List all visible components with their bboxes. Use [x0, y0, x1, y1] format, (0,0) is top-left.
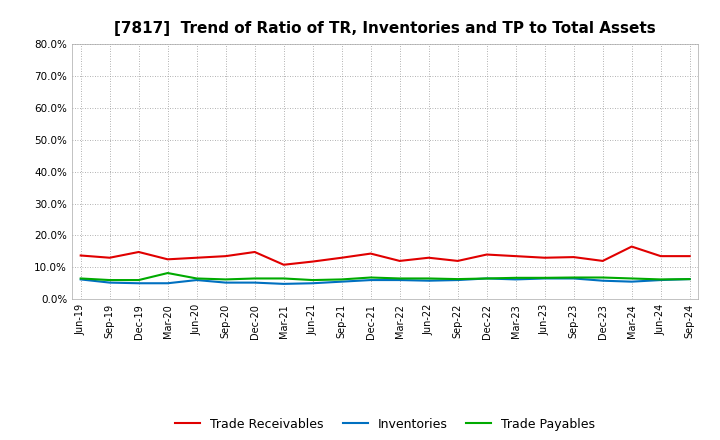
Inventories	[482, 276, 491, 281]
Legend: Trade Receivables, Inventories, Trade Payables: Trade Receivables, Inventories, Trade Pa…	[170, 413, 600, 436]
Inventories	[511, 277, 520, 282]
Trade Receivables	[657, 253, 665, 259]
Trade Payables	[570, 275, 578, 280]
Trade Payables	[598, 275, 607, 280]
Inventories	[192, 278, 201, 283]
Inventories	[395, 278, 404, 283]
Trade Payables	[308, 278, 317, 283]
Trade Payables	[135, 278, 143, 283]
Line: Inventories: Inventories	[81, 279, 690, 284]
Inventories	[366, 278, 375, 283]
Trade Payables	[76, 276, 85, 281]
Trade Receivables	[308, 259, 317, 264]
Trade Payables	[657, 277, 665, 282]
Inventories	[338, 279, 346, 284]
Inventories	[76, 277, 85, 282]
Trade Payables	[685, 276, 694, 282]
Line: Trade Receivables: Trade Receivables	[81, 246, 690, 265]
Trade Receivables	[598, 258, 607, 264]
Trade Receivables	[482, 252, 491, 257]
Trade Receivables	[192, 255, 201, 260]
Trade Receivables	[221, 253, 230, 259]
Trade Receivables	[251, 249, 259, 255]
Trade Receivables	[454, 258, 462, 264]
Trade Receivables	[541, 255, 549, 260]
Inventories	[424, 278, 433, 283]
Inventories	[657, 278, 665, 283]
Inventories	[279, 281, 288, 286]
Trade Receivables	[76, 253, 85, 258]
Trade Payables	[338, 277, 346, 282]
Trade Payables	[395, 276, 404, 281]
Trade Payables	[279, 276, 288, 281]
Trade Payables	[366, 275, 375, 280]
Title: [7817]  Trend of Ratio of TR, Inventories and TP to Total Assets: [7817] Trend of Ratio of TR, Inventories…	[114, 21, 656, 36]
Trade Payables	[105, 278, 114, 283]
Trade Receivables	[163, 257, 172, 262]
Trade Payables	[163, 271, 172, 276]
Trade Payables	[192, 276, 201, 281]
Inventories	[570, 276, 578, 281]
Inventories	[598, 278, 607, 283]
Trade Payables	[482, 276, 491, 281]
Trade Receivables	[366, 251, 375, 256]
Trade Receivables	[627, 244, 636, 249]
Trade Payables	[251, 276, 259, 281]
Inventories	[627, 279, 636, 284]
Inventories	[541, 276, 549, 281]
Line: Trade Payables: Trade Payables	[81, 273, 690, 280]
Trade Receivables	[424, 255, 433, 260]
Inventories	[251, 280, 259, 285]
Inventories	[105, 280, 114, 285]
Inventories	[308, 281, 317, 286]
Trade Payables	[454, 276, 462, 282]
Trade Payables	[541, 275, 549, 280]
Inventories	[221, 280, 230, 285]
Inventories	[685, 276, 694, 282]
Trade Receivables	[135, 249, 143, 255]
Trade Payables	[424, 276, 433, 281]
Inventories	[454, 278, 462, 283]
Trade Receivables	[105, 255, 114, 260]
Trade Receivables	[338, 255, 346, 260]
Trade Receivables	[685, 253, 694, 259]
Trade Receivables	[395, 258, 404, 264]
Inventories	[163, 281, 172, 286]
Trade Payables	[511, 275, 520, 280]
Trade Payables	[221, 277, 230, 282]
Trade Payables	[627, 276, 636, 281]
Trade Receivables	[570, 254, 578, 260]
Trade Receivables	[511, 253, 520, 259]
Inventories	[135, 281, 143, 286]
Trade Receivables	[279, 262, 288, 268]
